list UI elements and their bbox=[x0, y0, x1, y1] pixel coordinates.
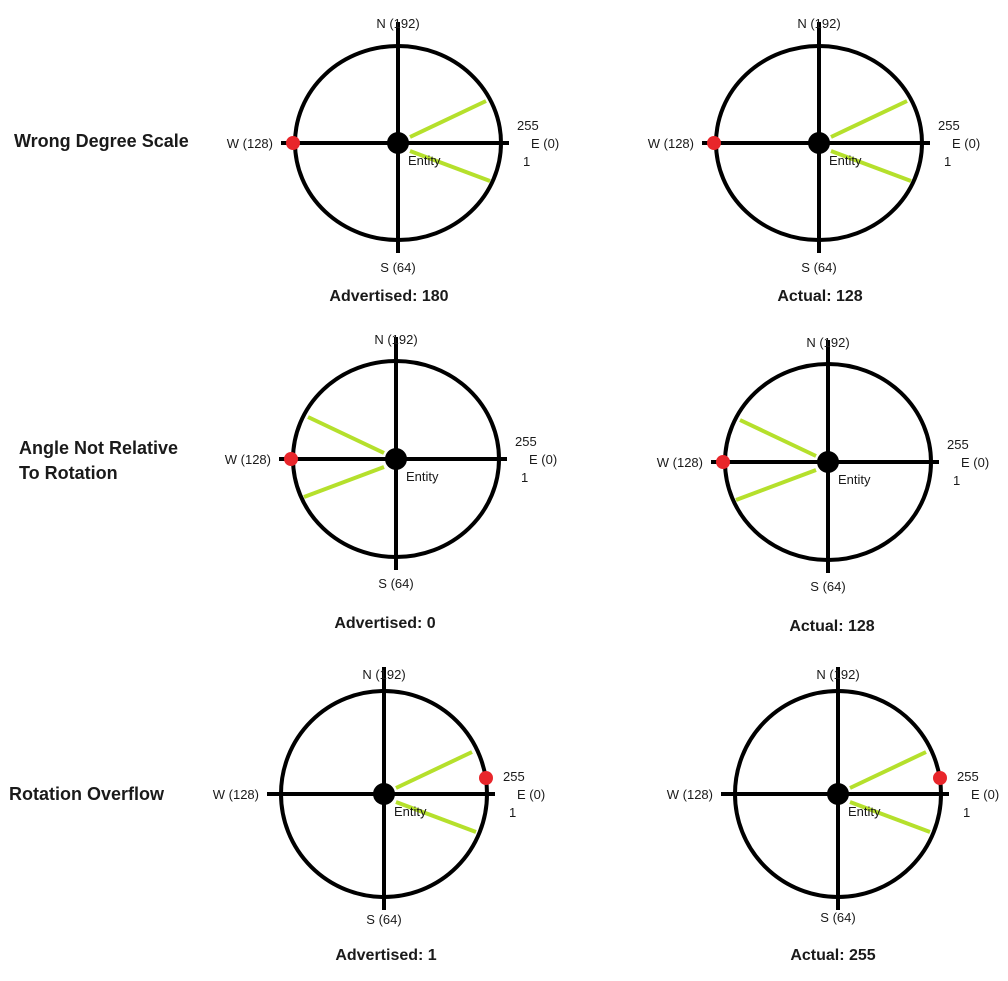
south-label: S (64) bbox=[820, 910, 855, 925]
tick-1-label: 1 bbox=[953, 473, 960, 488]
entity-dot bbox=[827, 783, 849, 805]
east-label: E (0) bbox=[529, 452, 557, 467]
rotation-marker bbox=[479, 771, 493, 785]
entity-dot bbox=[373, 783, 395, 805]
east-label: E (0) bbox=[531, 136, 559, 151]
west-label: W (128) bbox=[667, 787, 713, 802]
entity-label: Entity bbox=[848, 804, 881, 819]
compass: N (192) S (64) W (128) E (0) 255 1 Entity Adver… bbox=[227, 16, 559, 305]
row-label: Angle Not Relative bbox=[19, 438, 178, 458]
view-cone-lower bbox=[409, 149, 491, 183]
tick-1-label: 1 bbox=[523, 154, 530, 169]
west-label: W (128) bbox=[648, 136, 694, 151]
entity-label: Entity bbox=[406, 469, 439, 484]
caption: Advertised: 0 bbox=[334, 615, 435, 632]
north-label: N (192) bbox=[797, 16, 840, 31]
caption: Actual: 128 bbox=[777, 288, 862, 305]
rotation-marker bbox=[707, 136, 721, 150]
rotation-marker bbox=[933, 771, 947, 785]
south-label: S (64) bbox=[801, 260, 836, 275]
compass: N (192) S (64) W (128) E (0) 255 1 Entity Actua… bbox=[648, 16, 980, 305]
row-label: Wrong Degree Scale bbox=[14, 131, 189, 151]
caption: Advertised: 1 bbox=[335, 947, 436, 964]
north-label: N (192) bbox=[376, 16, 419, 31]
entity-dot bbox=[817, 451, 839, 473]
north-label: N (192) bbox=[374, 332, 417, 347]
west-label: W (128) bbox=[213, 787, 259, 802]
north-label: N (192) bbox=[362, 667, 405, 682]
caption: Actual: 128 bbox=[789, 618, 874, 635]
entity-dot bbox=[808, 132, 830, 154]
view-cone-lower bbox=[303, 465, 385, 499]
east-label: E (0) bbox=[971, 787, 999, 802]
tick-255-label: 255 bbox=[957, 769, 979, 784]
north-label: N (192) bbox=[816, 667, 859, 682]
tick-1-label: 1 bbox=[944, 154, 951, 169]
entity-dot bbox=[385, 448, 407, 470]
entity-dot bbox=[387, 132, 409, 154]
compass: N (192) S (64) W (128) E (0) 255 1 Entity Adver… bbox=[225, 332, 557, 632]
east-label: E (0) bbox=[952, 136, 980, 151]
rotation-marker bbox=[284, 452, 298, 466]
east-label: E (0) bbox=[961, 455, 989, 470]
entity-label: Entity bbox=[838, 472, 871, 487]
west-label: W (128) bbox=[657, 455, 703, 470]
rotation-marker bbox=[286, 136, 300, 150]
view-cone-upper bbox=[739, 418, 817, 458]
west-label: W (128) bbox=[225, 452, 271, 467]
view-cone-upper bbox=[849, 750, 927, 790]
rotation-marker bbox=[716, 455, 730, 469]
tick-1-label: 1 bbox=[963, 805, 970, 820]
view-cone-upper bbox=[409, 99, 487, 139]
compass: N (192) S (64) W (128) E (0) 255 1 Entity Actua… bbox=[667, 667, 999, 964]
view-cone-upper bbox=[830, 99, 908, 139]
west-label: W (128) bbox=[227, 136, 273, 151]
compass: N (192) S (64) W (128) E (0) 255 1 Entity Adver… bbox=[213, 667, 545, 964]
view-cone-upper bbox=[395, 750, 473, 790]
south-label: S (64) bbox=[378, 576, 413, 591]
view-cone-lower bbox=[830, 149, 912, 183]
view-cone-lower bbox=[395, 800, 477, 834]
row-label: To Rotation bbox=[19, 463, 118, 483]
entity-label: Entity bbox=[829, 153, 862, 168]
view-cone-lower bbox=[849, 800, 931, 834]
tick-1-label: 1 bbox=[521, 470, 528, 485]
caption: Actual: 255 bbox=[790, 947, 875, 964]
entity-label: Entity bbox=[394, 804, 427, 819]
caption: Advertised: 180 bbox=[329, 288, 448, 305]
tick-255-label: 255 bbox=[503, 769, 525, 784]
tick-255-label: 255 bbox=[515, 434, 537, 449]
tick-255-label: 255 bbox=[938, 118, 960, 133]
entity-label: Entity bbox=[408, 153, 441, 168]
view-cone-lower bbox=[735, 468, 817, 502]
tick-255-label: 255 bbox=[947, 437, 969, 452]
view-cone-upper bbox=[307, 415, 385, 455]
compass: N (192) S (64) W (128) E (0) 255 1 Entity Actua… bbox=[657, 335, 989, 635]
south-label: S (64) bbox=[366, 912, 401, 927]
row-label: Rotation Overflow bbox=[9, 784, 165, 804]
tick-255-label: 255 bbox=[517, 118, 539, 133]
south-label: S (64) bbox=[810, 579, 845, 594]
north-label: N (192) bbox=[806, 335, 849, 350]
south-label: S (64) bbox=[380, 260, 415, 275]
tick-1-label: 1 bbox=[509, 805, 516, 820]
east-label: E (0) bbox=[517, 787, 545, 802]
